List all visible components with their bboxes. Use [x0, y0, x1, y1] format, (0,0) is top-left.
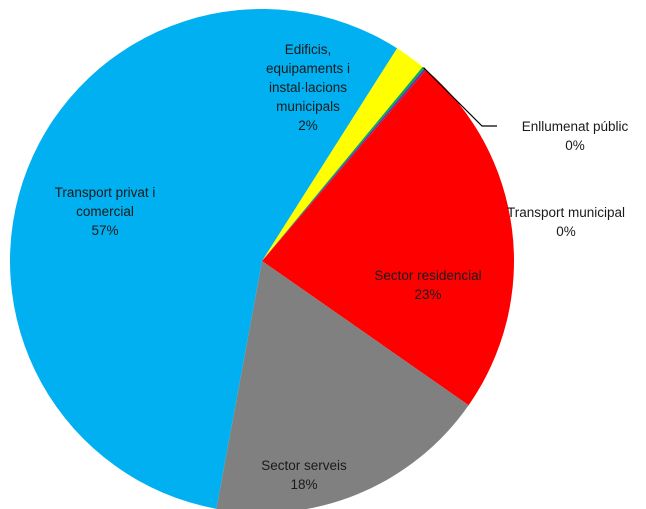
slice-percentage: 0% [556, 224, 576, 239]
slice-label-line: Transport municipal [507, 205, 625, 220]
slice-label-edificis-equipaments-i-instal-lacions-municipals: Edificis, equipaments i instal·lacions muni… [266, 42, 350, 133]
slice-label-line: Transport privat i [55, 185, 156, 200]
slice-sector-residencial [262, 69, 515, 406]
slice-transport-privat-i-comercial [10, 9, 398, 509]
slice-label-enllumenat-public: Enllumenat públic 0% [522, 119, 629, 153]
slice-label-line: equipaments i [266, 61, 350, 76]
slice-sector-serveis [216, 261, 469, 509]
slice-label-sector-serveis: Sector serveis 18% [261, 458, 347, 492]
leader-line-enllumenat-public [423, 67, 497, 127]
slice-label-transport-municipal: Transport municipal 0% [507, 205, 625, 239]
slice-label-line: municipals [276, 99, 340, 114]
slice-label-line: comercial [76, 204, 134, 219]
slice-percentage: 18% [290, 477, 317, 492]
slice-percentage: 2% [298, 118, 318, 133]
slice-label-line: Sector residencial [374, 268, 481, 283]
slice-label-line: Edificis, [285, 42, 332, 57]
leader-lines [423, 67, 497, 127]
slice-label-line: Sector serveis [261, 458, 347, 473]
slice-enllumenat-public [262, 66, 425, 261]
slice-percentage: 57% [91, 223, 118, 238]
slice-edificis-equipaments-i-instal-lacions-municipals [262, 48, 423, 262]
slice-transport-municipal [262, 68, 427, 261]
slice-label-line: Enllumenat públic [522, 119, 629, 134]
slice-percentage: 23% [414, 287, 441, 302]
slice-labels: Edificis, equipaments i instal·lacions muni… [55, 42, 629, 492]
slice-label-sector-residencial: Sector residencial 23% [374, 268, 481, 302]
slice-label-transport-privat-i-comercial: Transport privat i comercial 57% [55, 185, 156, 238]
slice-percentage: 0% [565, 138, 585, 153]
slice-label-line: instal·lacions [269, 80, 347, 95]
pie-slices [10, 9, 515, 509]
